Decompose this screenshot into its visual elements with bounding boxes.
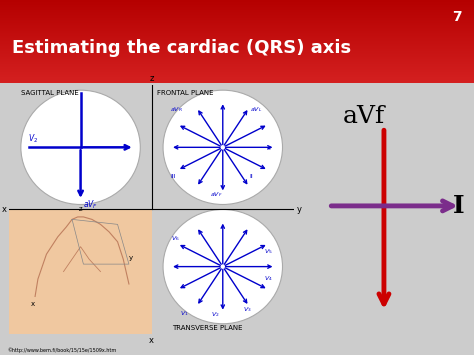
Text: SAGITTAL PLANE: SAGITTAL PLANE bbox=[21, 90, 79, 96]
Text: TRANSVERSE PLANE: TRANSVERSE PLANE bbox=[172, 325, 242, 331]
Text: $V_2$: $V_2$ bbox=[28, 132, 38, 145]
Text: 7: 7 bbox=[453, 10, 462, 24]
Text: $aV_R$: $aV_R$ bbox=[170, 105, 183, 114]
Text: Estimating the cardiac (QRS) axis: Estimating the cardiac (QRS) axis bbox=[12, 39, 351, 58]
Text: x: x bbox=[149, 336, 154, 345]
Text: FRONTAL PLANE: FRONTAL PLANE bbox=[157, 90, 214, 96]
Text: x: x bbox=[31, 301, 35, 307]
Text: x: x bbox=[1, 205, 7, 214]
Text: $V_2$: $V_2$ bbox=[211, 310, 220, 319]
Text: $V_3$: $V_3$ bbox=[243, 305, 251, 314]
Ellipse shape bbox=[163, 90, 283, 204]
Ellipse shape bbox=[21, 90, 140, 204]
Text: $V_1$: $V_1$ bbox=[180, 309, 189, 318]
Text: $V_4$: $V_4$ bbox=[264, 274, 273, 283]
Text: ©http://www.bem.fi/book/15/15e/1509x.htm: ©http://www.bem.fi/book/15/15e/1509x.htm bbox=[7, 348, 116, 353]
Text: $aV_F$: $aV_F$ bbox=[83, 198, 99, 211]
Text: II: II bbox=[250, 174, 254, 179]
Text: $V_6$: $V_6$ bbox=[171, 235, 180, 244]
Text: I: I bbox=[453, 194, 464, 218]
Text: $aV_L$: $aV_L$ bbox=[250, 105, 262, 114]
Text: z: z bbox=[149, 74, 154, 83]
Text: I: I bbox=[269, 146, 271, 151]
Text: y: y bbox=[129, 255, 133, 261]
Ellipse shape bbox=[163, 209, 283, 324]
Bar bbox=[9, 209, 152, 334]
Text: III: III bbox=[170, 174, 176, 179]
Text: y: y bbox=[297, 205, 302, 214]
Text: $aV_F$: $aV_F$ bbox=[210, 190, 223, 199]
Text: $V_5$: $V_5$ bbox=[264, 247, 273, 256]
Text: z: z bbox=[79, 206, 83, 212]
Text: aVf: aVf bbox=[342, 104, 384, 127]
